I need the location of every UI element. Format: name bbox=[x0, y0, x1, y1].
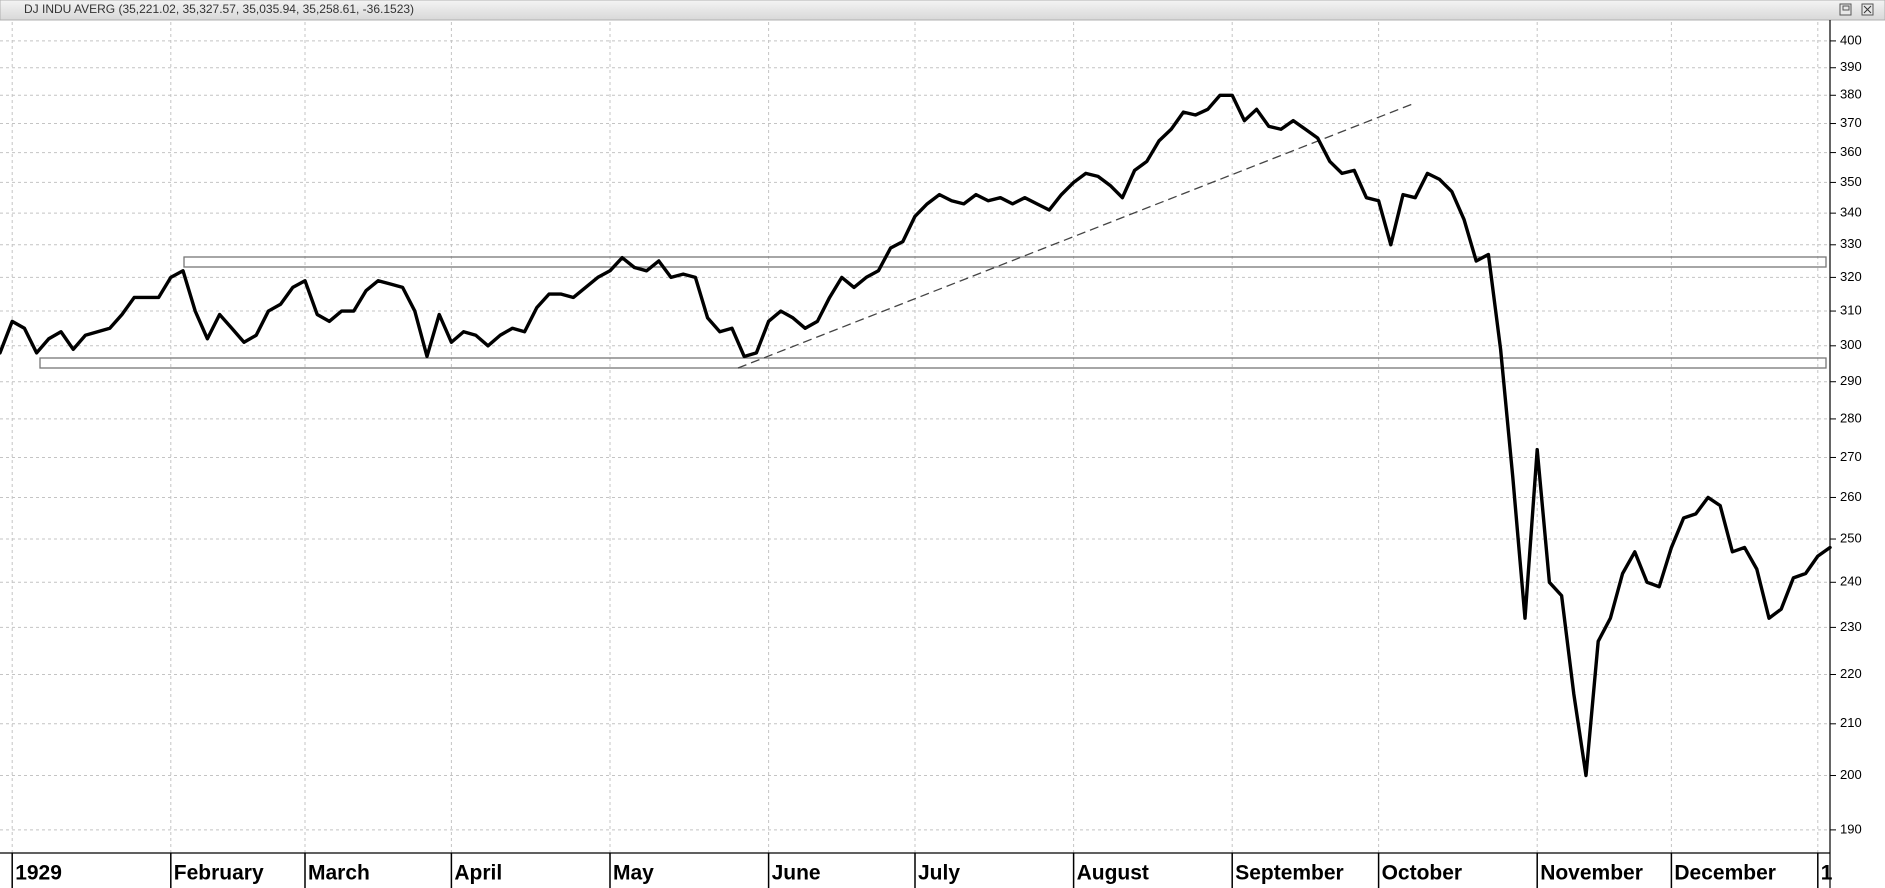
y-tick-label: 210 bbox=[1840, 715, 1862, 730]
y-tick-label: 340 bbox=[1840, 205, 1862, 220]
grid bbox=[0, 22, 1830, 853]
support-zone bbox=[39, 357, 1827, 369]
x-tick-label: February bbox=[174, 862, 264, 885]
x-tick-label: 1 bbox=[1821, 862, 1833, 885]
restore-icon bbox=[1842, 5, 1850, 11]
resistance-zone bbox=[183, 256, 1827, 268]
y-tick-label: 200 bbox=[1840, 767, 1862, 782]
x-tick-label: July bbox=[918, 862, 960, 885]
y-tick-label: 280 bbox=[1840, 410, 1862, 425]
y-tick-label: 380 bbox=[1840, 87, 1862, 102]
header-bar bbox=[0, 0, 1885, 21]
y-tick-label: 270 bbox=[1840, 449, 1862, 464]
y-tick-label: 240 bbox=[1840, 574, 1862, 589]
y-tick-label: 190 bbox=[1840, 821, 1862, 836]
y-tick-label: 300 bbox=[1840, 337, 1862, 352]
y-tick-label: 230 bbox=[1840, 619, 1862, 634]
y-tick-label: 220 bbox=[1840, 666, 1862, 681]
x-tick-label: November bbox=[1540, 862, 1643, 885]
chart-title: DJ INDU AVERG (35,221.02, 35,327.57, 35,… bbox=[24, 2, 414, 16]
y-tick-label: 330 bbox=[1840, 236, 1862, 251]
x-tick-label: May bbox=[613, 862, 654, 885]
close-icon bbox=[1863, 5, 1872, 14]
x-tick-label: June bbox=[772, 862, 821, 885]
plot bbox=[0, 93, 1832, 778]
x-tick-label: October bbox=[1382, 862, 1463, 885]
window-buttons[interactable] bbox=[1839, 3, 1874, 16]
trend-line bbox=[737, 102, 1416, 369]
x-tick-label: August bbox=[1077, 862, 1149, 885]
y-tick-label: 370 bbox=[1840, 115, 1862, 130]
y-tick-label: 400 bbox=[1840, 32, 1862, 47]
y-tick-label: 350 bbox=[1840, 174, 1862, 189]
y-tick-label: 360 bbox=[1840, 144, 1862, 159]
y-tick-label: 290 bbox=[1840, 373, 1862, 388]
x-tick-label: 1929 bbox=[15, 862, 62, 885]
x-tick-label: December bbox=[1674, 862, 1776, 885]
x-tick-label: September bbox=[1235, 862, 1344, 885]
y-tick-label: 260 bbox=[1840, 489, 1862, 504]
y-tick-label: 320 bbox=[1840, 269, 1862, 284]
x-tick-label: April bbox=[454, 862, 502, 885]
price-line bbox=[0, 93, 1832, 778]
x-tick-label: March bbox=[308, 862, 370, 885]
y-tick-label: 250 bbox=[1840, 530, 1862, 545]
y-tick-label: 390 bbox=[1840, 59, 1862, 74]
y-tick-label: 310 bbox=[1840, 302, 1862, 317]
